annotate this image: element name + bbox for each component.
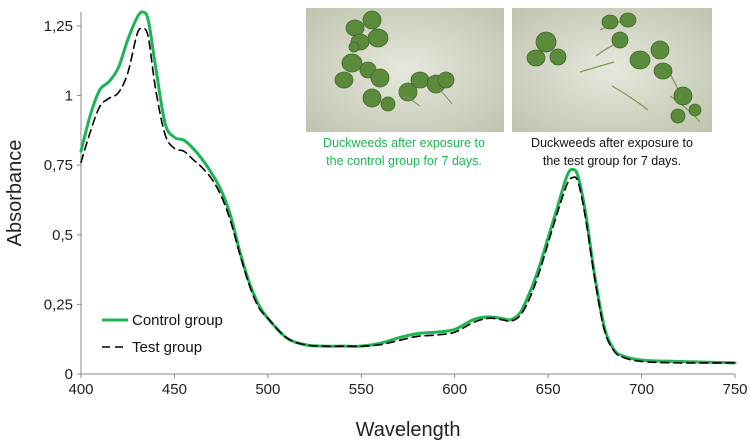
legend-label-test: Test group: [132, 339, 202, 356]
control-photo: [306, 8, 504, 132]
test-group-line: [80, 27, 736, 364]
duckweed-fronds-image: [526, 12, 702, 124]
y-tick-label: 0,25: [44, 296, 73, 313]
y-ticks: 0 0,25 0,5 0,75 1 1,25: [44, 18, 81, 383]
y-axis-title: Absorbance: [4, 140, 26, 247]
x-tick-label: 650: [536, 381, 561, 398]
control-caption-line2: the control group for 7 days.: [326, 154, 482, 168]
test-caption-line1: Duckweeds after exposure to: [531, 136, 693, 150]
x-tick-label: 600: [442, 381, 467, 398]
y-tick-label: 0: [65, 366, 73, 383]
y-tick-label: 1,25: [44, 18, 73, 35]
y-tick-label: 1: [65, 88, 73, 105]
x-tick-label: 750: [722, 381, 747, 398]
x-tick-label: 450: [162, 381, 187, 398]
legend: Control group Test group: [102, 312, 223, 356]
axes: [80, 12, 735, 375]
y-tick-label: 0,5: [52, 227, 73, 244]
legend-label-control: Control group: [132, 312, 223, 329]
x-axis-title: Wavelength: [356, 419, 461, 441]
series-layer: [79, 10, 737, 365]
x-ticks: 400 450 500 550 600 650 700 750: [68, 374, 748, 398]
x-tick-label: 700: [629, 381, 654, 398]
y-tick-label: 0,75: [44, 157, 73, 174]
control-caption-line1: Duckweeds after exposure to: [323, 136, 485, 150]
test-photo: [512, 8, 712, 132]
duckweed-fronds-image: [334, 10, 455, 112]
x-tick-label: 500: [255, 381, 280, 398]
x-tick-label: 400: [68, 381, 93, 398]
test-caption-line2: the test group for 7 days.: [543, 154, 681, 168]
x-tick-label: 550: [349, 381, 374, 398]
